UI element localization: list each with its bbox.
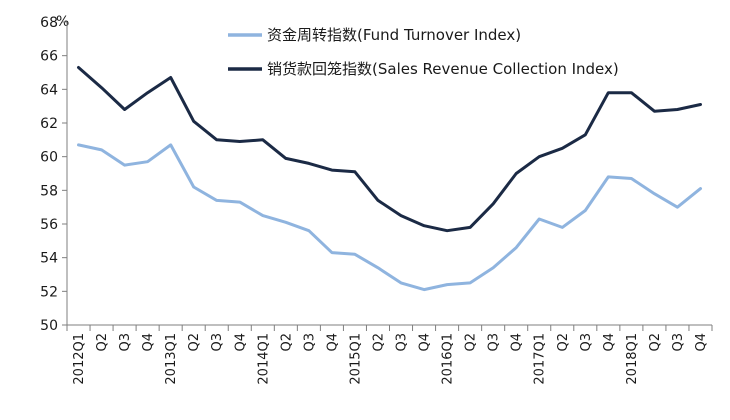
x-tick-label: 2013Q1 [164,333,179,385]
x-axis-ticks: 2012Q1 Q2 Q3 Q4 2013Q1 Q2 Q3 Q4 2014Q1 Q2 Q3 Q4 2015… [66,325,713,385]
x-tick-label: Q2 [464,333,479,352]
x-tick-label: Q4 [694,333,709,352]
x-tick-label: Q4 [418,333,433,352]
x-tick-label: Q3 [579,333,594,352]
legend-label-fund-turnover: 资金周转指数(Fund Turnover Index) [267,26,521,44]
x-tick-label: Q4 [602,333,617,352]
y-tick-label: 50 [40,318,58,334]
x-tick-label: 2014Q1 [256,333,271,385]
x-tick-label: Q4 [325,333,340,352]
series-line-1 [77,66,702,233]
series-lines [77,66,702,292]
x-tick-label: Q2 [371,333,386,352]
x-tick-label: Q2 [648,333,663,352]
y-tick-label: 52 [40,284,58,300]
x-tick-label: 2017Q1 [533,333,548,385]
y-tick-label: 54 [40,251,58,267]
y-tick-label: 56 [40,217,58,233]
x-tick-label: 2015Q1 [348,333,363,385]
x-tick-label: Q2 [187,333,202,352]
y-tick-label: 58 [40,183,58,199]
x-tick-label: Q3 [487,333,502,352]
y-tick-label: 66 [40,49,58,65]
series-line-0 [77,143,702,292]
x-tick-label: Q3 [395,333,410,352]
y-axis-ticks: 50 52 54 56 58 60 62 64 66 68 [40,15,67,334]
x-tick-label: Q2 [556,333,571,352]
x-tick-label: Q3 [118,333,133,352]
x-tick-label: Q4 [233,333,248,352]
x-tick-label: Q4 [141,333,156,352]
x-tick-label: 2012Q1 [72,333,87,385]
y-tick-label: 68 [40,15,58,31]
x-tick-label: Q4 [510,333,525,352]
x-tick-label: 2018Q1 [625,333,640,385]
x-tick-label: 2016Q1 [441,333,456,385]
y-tick-label: 64 [40,82,58,98]
legend: 资金周转指数(Fund Turnover Index) 销货款回笼指数(Sale… [228,26,619,78]
x-tick-label: Q2 [279,333,294,352]
x-tick-label: Q3 [671,333,686,352]
x-tick-label: Q3 [210,333,225,352]
x-tick-label: Q2 [95,333,110,352]
y-tick-label: 60 [40,150,58,166]
x-tick-label: Q3 [302,333,317,352]
y-tick-label: 62 [40,116,58,132]
legend-label-sales-revenue: 销货款回笼指数(Sales Revenue Collection Index) [267,60,619,78]
